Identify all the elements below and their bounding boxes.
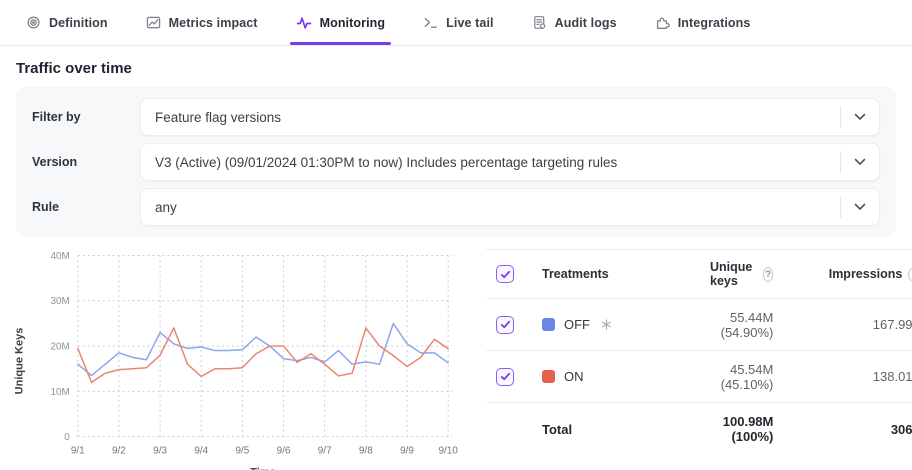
treatment-cell: ON [542,369,710,384]
table-total-row: Total 100.98M (100%) 306M [486,403,912,455]
tab-metrics-impact[interactable]: Metrics impact [146,0,258,45]
svg-text:0: 0 [64,432,70,443]
tab-bar: Definition Metrics impact Monitoring Liv… [0,0,912,46]
chevron-down-icon [840,151,879,173]
svg-text:20M: 20M [50,342,69,353]
select-value: Feature flag versions [155,109,282,125]
filter-label: Version [32,155,78,169]
tab-label: Metrics impact [168,15,258,30]
svg-text:9/7: 9/7 [318,446,332,457]
svg-text:9/3: 9/3 [153,446,167,457]
table-header-row: Treatments Unique keys ? Impressions ? [486,249,912,299]
svg-text:30M: 30M [50,296,69,307]
tab-audit-logs[interactable]: Audit logs [532,0,617,45]
help-icon[interactable]: ? [908,266,912,282]
help-icon[interactable]: ? [763,266,774,282]
page-title: Traffic over time [16,60,132,77]
svg-text:40M: 40M [50,251,69,262]
impressions-header: Impressions ? [773,266,912,282]
line-chart-icon [146,15,161,30]
tab-live-tail[interactable]: Live tail [423,0,494,45]
tab-integrations[interactable]: Integrations [655,0,751,45]
treatments-table: Treatments Unique keys ? Impressions ? O… [486,249,912,470]
table-row-off: OFF 55.44M (54.90%) 167.99M [486,299,912,351]
traffic-chart: Unique Keys 0 10M 20M 30M 40M 9/1 9/2 9/3 9/4 9/5… [0,241,486,470]
svg-text:Time: Time [250,467,275,470]
total-impressions: 306M [890,421,912,437]
svg-text:9/1: 9/1 [71,446,85,457]
line-chart-canvas[interactable]: 0 10M 20M 30M 40M 9/1 9/2 9/3 9/4 9/5 9/6 9/7 9/8 9/9… [28,241,486,470]
filter-row-filter-by: Filter by Feature flag versions [32,98,880,136]
on-swatch [542,370,555,383]
svg-text:9/9: 9/9 [400,446,414,457]
svg-text:9/10: 9/10 [438,446,458,457]
tab-label: Audit logs [554,15,617,30]
tab-label: Definition [49,15,108,30]
svg-text:9/4: 9/4 [194,446,208,457]
terminal-icon [423,15,438,30]
target-icon [26,15,41,30]
off-swatch [542,318,555,331]
unique-keys-value: 45.54M (45.10%) [720,361,774,392]
total-label: Total [542,421,573,437]
tab-monitoring[interactable]: Monitoring [289,0,391,45]
select-value: any [155,199,177,215]
tab-definition[interactable]: Definition [26,0,108,45]
filter-row-rule: Rule any [32,188,880,226]
tab-label: Live tail [446,15,494,30]
total-unique-keys: 100.98M (100%) [722,414,774,444]
tab-label: Monitoring [319,15,386,30]
select-all-checkbox[interactable] [496,265,514,283]
treatment-cell: OFF [542,317,710,332]
audit-log-icon [532,15,547,30]
on-checkbox[interactable] [496,367,514,386]
chevron-down-icon [840,106,879,128]
default-treatment-snowflake-icon [601,319,612,330]
svg-text:9/2: 9/2 [112,446,126,457]
treatment-name: ON [564,369,584,384]
treatments-header: Treatments [542,267,609,281]
chevron-down-icon [840,196,879,218]
tab-label: Integrations [677,15,751,30]
filter-label: Rule [32,200,60,214]
impressions-value: 167.99M [872,317,912,332]
svg-text:9/6: 9/6 [277,446,291,457]
filter-label: Filter by [32,110,81,124]
treatment-name: OFF [564,317,590,332]
filter-by-select[interactable]: Feature flag versions [140,98,880,136]
rule-select[interactable]: any [140,188,880,226]
svg-text:9/5: 9/5 [235,446,249,457]
select-value: V3 (Active) (09/01/2024 01:30PM to now) … [155,154,618,170]
unique-keys-value: 55.44M (54.90%) [720,309,774,340]
filter-row-version: Version V3 (Active) (09/01/2024 01:30PM … [32,143,880,181]
off-checkbox[interactable] [496,315,514,334]
version-select[interactable]: V3 (Active) (09/01/2024 01:30PM to now) … [140,143,880,181]
pulse-icon [296,15,312,31]
impressions-value: 138.01M [872,369,912,384]
filter-panel: Filter by Feature flag versions Version … [16,87,896,237]
svg-text:10M: 10M [50,387,69,398]
table-row-on: ON 45.54M (45.10%) 138.01M [486,351,912,403]
puzzle-icon [655,15,670,30]
svg-text:9/8: 9/8 [359,446,373,457]
y-axis-label: Unique Keys [13,327,26,395]
unique-keys-header: Unique keys ? [710,260,774,288]
